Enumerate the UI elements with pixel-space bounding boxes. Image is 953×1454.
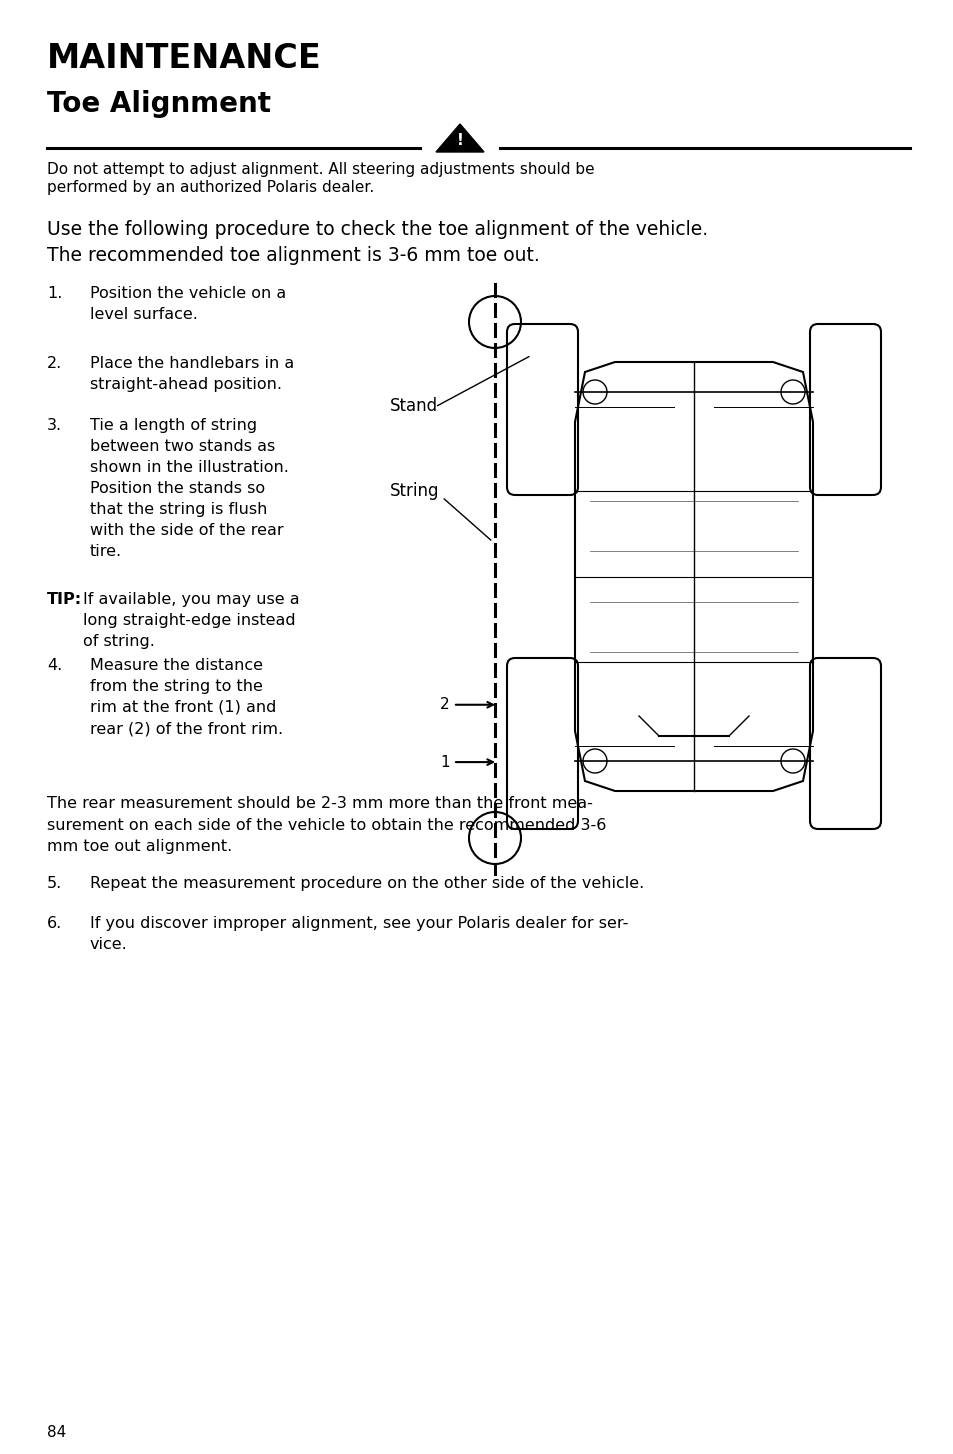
Text: Repeat the measurement procedure on the other side of the vehicle.: Repeat the measurement procedure on the …	[90, 875, 643, 891]
Text: Stand: Stand	[390, 397, 437, 414]
Text: Toe Alignment: Toe Alignment	[47, 90, 271, 118]
Text: 2: 2	[440, 698, 450, 712]
Text: 5.: 5.	[47, 875, 62, 891]
Text: 1: 1	[440, 755, 450, 769]
Text: 1.: 1.	[47, 286, 62, 301]
Text: MAINTENANCE: MAINTENANCE	[47, 42, 321, 76]
Polygon shape	[436, 124, 483, 153]
Text: Do not attempt to adjust alignment. All steering adjustments should be: Do not attempt to adjust alignment. All …	[47, 161, 594, 177]
Text: The recommended toe alignment is 3-6 mm toe out.: The recommended toe alignment is 3-6 mm …	[47, 246, 539, 265]
Text: Place the handlebars in a
straight-ahead position.: Place the handlebars in a straight-ahead…	[90, 356, 294, 393]
Text: Use the following procedure to check the toe alignment of the vehicle.: Use the following procedure to check the…	[47, 220, 707, 238]
Text: Position the vehicle on a
level surface.: Position the vehicle on a level surface.	[90, 286, 286, 321]
Text: Tie a length of string
between two stands as
shown in the illustration.
Position: Tie a length of string between two stand…	[90, 417, 289, 558]
Text: performed by an authorized Polaris dealer.: performed by an authorized Polaris deale…	[47, 180, 374, 195]
Text: 3.: 3.	[47, 417, 62, 433]
Text: If available, you may use a
long straight-edge instead
of string.: If available, you may use a long straigh…	[83, 592, 299, 648]
Text: 84: 84	[47, 1425, 66, 1439]
Text: !: !	[456, 132, 463, 148]
Text: The rear measurement should be 2-3 mm more than the front mea-
surement on each : The rear measurement should be 2-3 mm mo…	[47, 795, 606, 853]
Text: TIP:: TIP:	[47, 592, 82, 606]
Text: String: String	[390, 481, 439, 500]
Text: 6.: 6.	[47, 916, 62, 931]
Text: Measure the distance
from the string to the
rim at the front (1) and
rear (2) of: Measure the distance from the string to …	[90, 659, 283, 736]
Text: 4.: 4.	[47, 659, 62, 673]
Text: If you discover improper alignment, see your Polaris dealer for ser-
vice.: If you discover improper alignment, see …	[90, 916, 628, 952]
Text: 2.: 2.	[47, 356, 62, 371]
